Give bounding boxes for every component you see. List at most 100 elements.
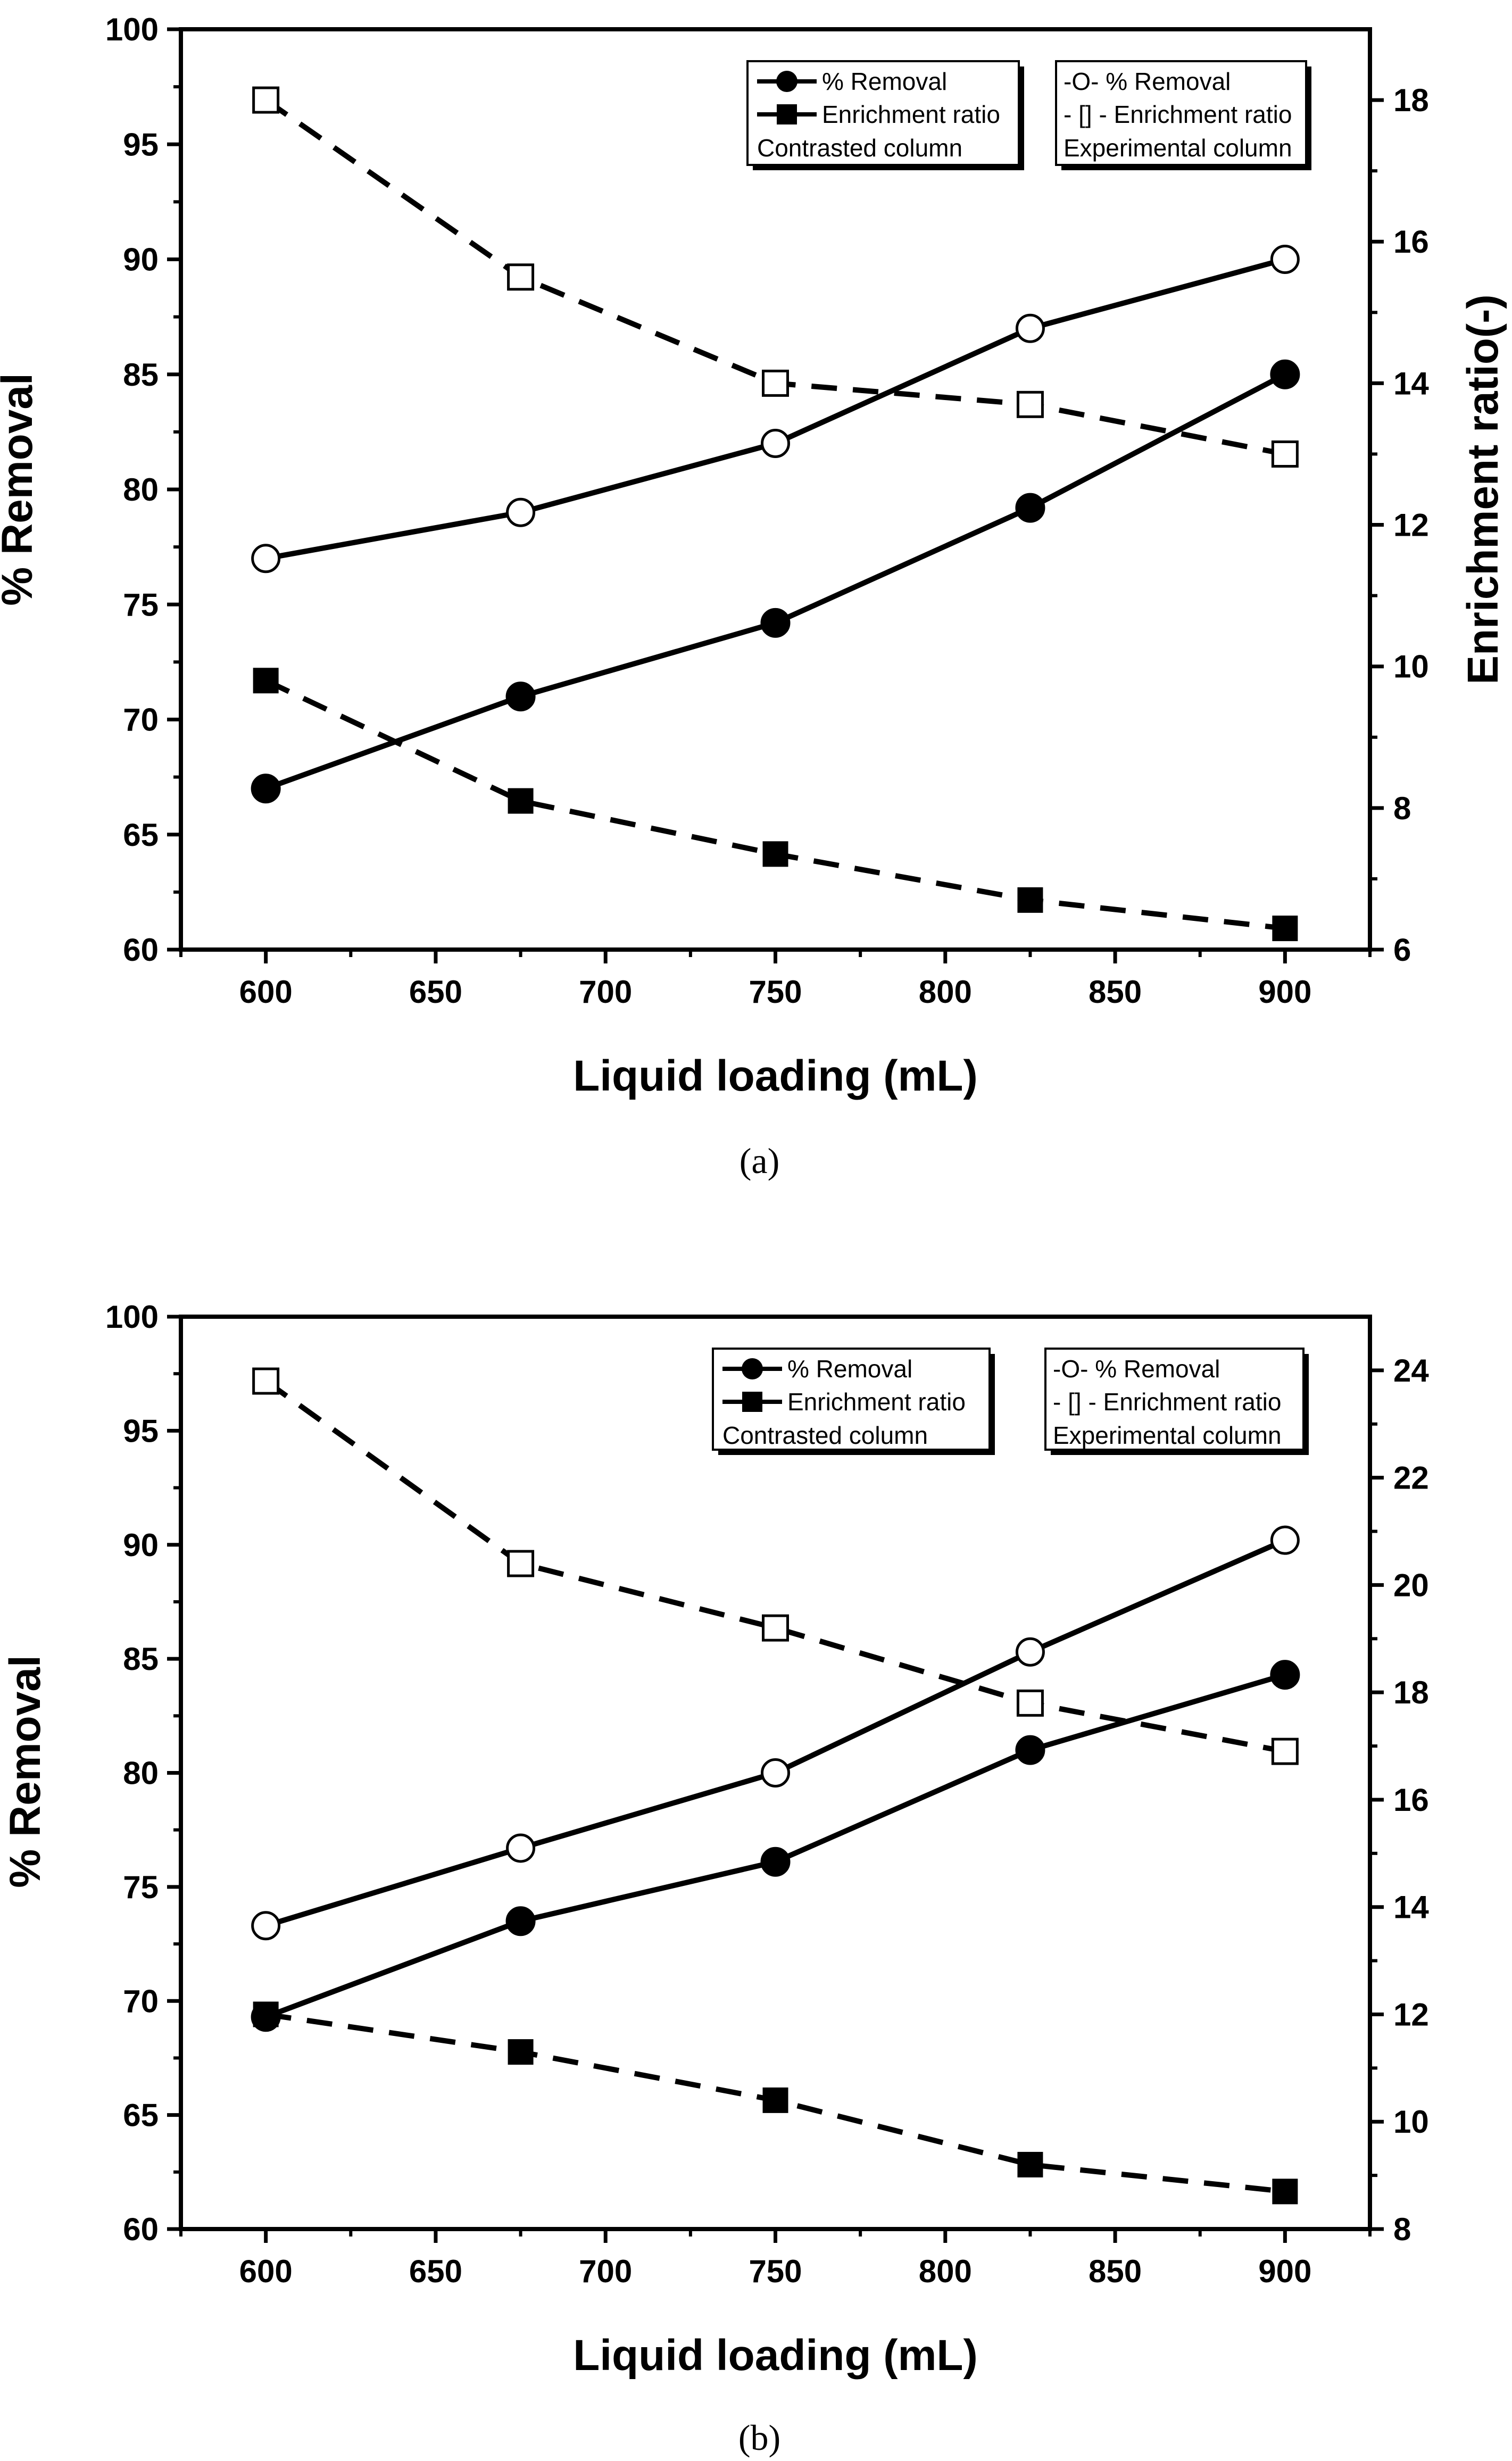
y-tick-label: 95 bbox=[123, 127, 159, 162]
y-right-tick-label: 16 bbox=[1393, 224, 1429, 260]
data-point-filled-square bbox=[762, 841, 788, 867]
data-point-open-circle bbox=[1270, 1525, 1300, 1555]
legend-label-removal: -O- % Removal bbox=[1064, 68, 1231, 95]
y-right-tick-label: 12 bbox=[1393, 1997, 1429, 2032]
y-axis-label: % Removal bbox=[1, 1655, 49, 1888]
legend-label-enrichment: - [] - Enrichment ratio bbox=[1064, 101, 1292, 128]
legend-group-label: Experimental column bbox=[1064, 134, 1292, 162]
series-filled-square-right bbox=[253, 668, 1298, 942]
y-tick-label: 80 bbox=[123, 472, 159, 508]
y-right-axis-label: Enrichment ratio(-) bbox=[1459, 294, 1507, 684]
series-open-square-right bbox=[252, 86, 1299, 468]
y-tick-label: 80 bbox=[123, 1756, 159, 1791]
data-point-open-circle bbox=[251, 1911, 281, 1941]
data-point-open-square bbox=[1271, 440, 1299, 468]
data-point-open-square bbox=[1016, 1689, 1044, 1717]
x-tick-label: 850 bbox=[1089, 2254, 1142, 2289]
y-tick-label: 75 bbox=[123, 587, 159, 622]
x-tick-label: 800 bbox=[919, 974, 972, 1010]
x-tick-label: 700 bbox=[579, 2254, 632, 2289]
x-tick-label: 750 bbox=[749, 2254, 802, 2289]
data-point-open-circle bbox=[506, 497, 536, 527]
data-point-open-circle bbox=[506, 1833, 536, 1863]
x-tick-label: 600 bbox=[239, 974, 293, 1010]
data-point-open-square bbox=[762, 1614, 789, 1642]
x-tick-label: 650 bbox=[409, 2254, 462, 2289]
series-open-circle-left bbox=[251, 245, 1300, 573]
legend-marker-filled-circle bbox=[742, 1358, 763, 1379]
y-tick-label: 65 bbox=[123, 2098, 159, 2133]
series-filled-square-right bbox=[253, 2001, 1298, 2205]
data-point-filled-square bbox=[1272, 2179, 1298, 2205]
data-point-open-circle bbox=[1015, 1637, 1045, 1667]
y-right-tick-label: 18 bbox=[1393, 1675, 1429, 1710]
y-tick-label: 95 bbox=[123, 1413, 159, 1449]
legend-box-contrasted: % Removal Enrichment ratio Contrasted colu… bbox=[746, 60, 1024, 170]
data-point-open-square bbox=[507, 1550, 535, 1577]
y-right-tick-label: 22 bbox=[1393, 1460, 1429, 1496]
data-point-filled-square bbox=[508, 788, 534, 814]
x-tick-label: 700 bbox=[579, 974, 632, 1010]
x-tick-label: 800 bbox=[919, 2254, 972, 2289]
legend-label-removal: -O- % Removal bbox=[1053, 1355, 1220, 1383]
data-point-open-circle bbox=[251, 544, 281, 573]
series-filled-circle-left bbox=[251, 359, 1300, 804]
legend-group-label: Contrasted column bbox=[757, 134, 962, 162]
y-tick-label: 75 bbox=[123, 1869, 159, 1905]
y-tick-label: 85 bbox=[123, 1641, 159, 1677]
legend-marker-filled-circle bbox=[776, 71, 797, 92]
chart-panel-a: 600 650 700 750 800 850 900 60 65 70 75 80 85 90 95 100… bbox=[0, 12, 1507, 1181]
data-point-filled-circle bbox=[1270, 1660, 1300, 1690]
series-open-circle-left bbox=[251, 1525, 1300, 1941]
data-point-filled-square bbox=[1017, 887, 1043, 913]
y-tick-label: 65 bbox=[123, 817, 159, 853]
data-point-filled-circle bbox=[505, 1906, 536, 1936]
x-tick-label: 600 bbox=[239, 2254, 293, 2289]
data-point-filled-circle bbox=[505, 681, 536, 712]
legend-marker-filled-square bbox=[777, 104, 797, 124]
data-point-filled-square bbox=[1272, 916, 1298, 942]
data-point-filled-circle bbox=[760, 608, 791, 638]
y-right-tick-label: 18 bbox=[1393, 82, 1429, 118]
series-line bbox=[264, 678, 1285, 932]
y-right-tick-label: 8 bbox=[1393, 791, 1411, 826]
figure-caption: (b) bbox=[738, 2417, 780, 2458]
x-tick-label: 850 bbox=[1089, 974, 1142, 1010]
data-point-filled-circle bbox=[1015, 1735, 1045, 1765]
y-right-tick-label: 14 bbox=[1393, 365, 1429, 401]
legend-frame bbox=[1055, 60, 1307, 166]
x-tick-label: 750 bbox=[749, 974, 802, 1010]
series-line bbox=[264, 1672, 1286, 2019]
y-tick-label: 85 bbox=[123, 357, 159, 393]
data-point-open-square bbox=[507, 263, 535, 291]
data-point-open-square bbox=[252, 86, 280, 114]
y-right-tick-label: 20 bbox=[1393, 1567, 1429, 1603]
legend-box-contrasted: % Removal Enrichment ratio Contrasted colu… bbox=[712, 1348, 995, 1455]
series-open-square-right bbox=[252, 1367, 1299, 1765]
data-point-open-circle bbox=[1270, 245, 1300, 274]
y-tick-label: 100 bbox=[105, 1299, 159, 1335]
legend-marker-filled-square bbox=[742, 1392, 762, 1412]
data-point-filled-square bbox=[508, 2039, 534, 2065]
y-tick-label: 100 bbox=[105, 12, 159, 47]
y-tick-label: 90 bbox=[123, 242, 159, 278]
data-point-filled-circle bbox=[760, 1847, 791, 1877]
y-right-tick-label: 8 bbox=[1393, 2211, 1411, 2247]
data-point-open-square bbox=[252, 1367, 280, 1395]
x-axis-label: Liquid loading (mL) bbox=[573, 1052, 978, 1100]
data-point-open-square bbox=[1016, 390, 1044, 418]
x-axis-label: Liquid loading (mL) bbox=[573, 2331, 978, 2380]
legend-label-enrichment: - [] - Enrichment ratio bbox=[1053, 1388, 1281, 1416]
x-tick-label: 900 bbox=[1258, 974, 1311, 1010]
data-point-open-circle bbox=[1015, 313, 1045, 343]
legend-group-label: Contrasted column bbox=[722, 1421, 928, 1449]
y-tick-label: 70 bbox=[123, 702, 159, 738]
data-point-filled-circle bbox=[1270, 359, 1300, 389]
y-right-tick-label: 14 bbox=[1393, 1890, 1429, 1925]
data-point-open-square bbox=[1271, 1737, 1299, 1765]
legend-frame bbox=[1044, 1348, 1305, 1451]
legend-group-label: Experimental column bbox=[1053, 1421, 1282, 1449]
data-point-filled-square bbox=[762, 2087, 788, 2113]
legend-box-experimental: -O- % Removal - [] - Enrichment ratio Expe… bbox=[1044, 1348, 1309, 1455]
